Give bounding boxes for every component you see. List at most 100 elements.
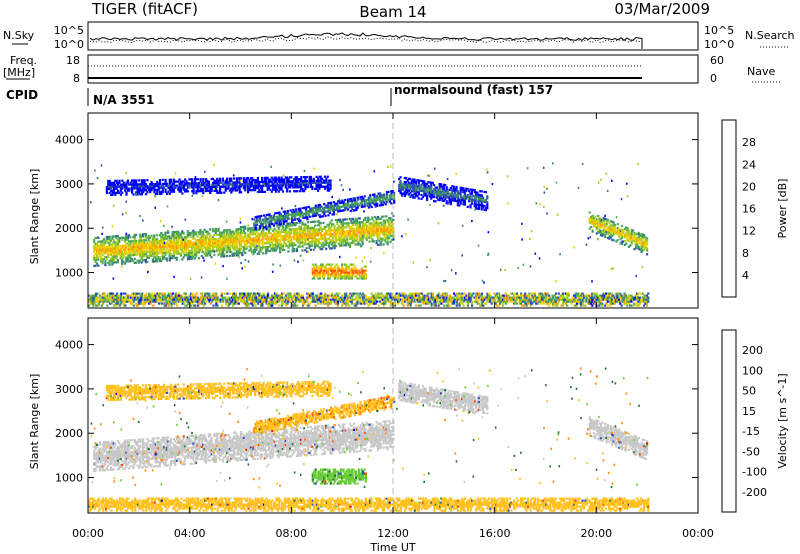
data-cell	[341, 201, 344, 204]
data-cell	[370, 201, 373, 205]
data-cell	[332, 229, 335, 232]
data-cell	[345, 267, 348, 270]
data-cell	[268, 213, 271, 216]
data-cell	[181, 246, 184, 249]
data-cell	[322, 298, 325, 301]
data-cell	[171, 235, 174, 238]
data-cell	[238, 234, 241, 237]
data-cell	[273, 249, 276, 252]
data-cell	[139, 296, 142, 299]
data-cell	[109, 243, 113, 246]
data-cell	[107, 300, 110, 303]
data-cell	[264, 300, 267, 303]
data-cell	[352, 199, 355, 202]
data-cell	[362, 226, 366, 230]
data-cell	[616, 233, 619, 236]
data-cell	[351, 205, 354, 208]
data-cell	[137, 191, 141, 194]
data-cell	[618, 233, 621, 236]
data-cell	[237, 181, 240, 184]
data-cell	[476, 207, 479, 210]
data-cell	[280, 298, 284, 301]
data-cell	[630, 240, 633, 244]
data-cell	[122, 292, 126, 295]
data-cell	[211, 246, 215, 249]
data-cell	[143, 294, 147, 297]
data-cell	[137, 261, 140, 264]
data-cell	[338, 202, 341, 205]
data-cell	[131, 292, 134, 295]
data-cell	[361, 233, 364, 236]
data-cell	[619, 232, 622, 235]
data-cell	[329, 185, 332, 188]
data-cell	[440, 185, 443, 188]
data-cell	[170, 190, 173, 193]
data-cell	[311, 179, 314, 183]
data-cell	[153, 292, 156, 295]
data-cell	[470, 202, 473, 205]
data-cell	[200, 234, 203, 238]
data-cell	[251, 243, 254, 246]
data-cell	[348, 233, 352, 237]
data-cell	[235, 181, 238, 184]
data-cell	[159, 292, 162, 295]
data-cell	[232, 252, 236, 255]
data-cell	[226, 296, 229, 299]
data-cell	[442, 199, 445, 202]
data-cell	[246, 239, 250, 242]
data-cell	[161, 255, 164, 258]
data-cell	[179, 236, 182, 239]
data-cell	[148, 302, 151, 305]
data-cell	[260, 230, 263, 233]
data-cell	[477, 207, 480, 210]
data-cell	[270, 180, 273, 183]
data-cell	[321, 300, 324, 303]
data-cell	[405, 183, 408, 186]
data-cell	[112, 235, 115, 238]
data-cell	[384, 203, 387, 206]
data-cell	[95, 254, 99, 257]
data-cell	[266, 248, 269, 251]
data-cell	[264, 220, 267, 223]
data-cell	[463, 201, 466, 204]
data-cell	[142, 235, 145, 238]
data-cell	[327, 225, 331, 228]
data-cell	[137, 247, 140, 250]
data-cell	[112, 251, 115, 254]
data-cell	[368, 218, 371, 221]
data-cell	[279, 221, 282, 224]
data-cell	[144, 235, 147, 238]
data-cell	[202, 184, 205, 187]
data-cell	[286, 296, 289, 299]
data-cell	[297, 213, 301, 216]
data-cell	[261, 218, 264, 221]
data-cell	[640, 246, 643, 250]
data-cell	[461, 198, 464, 202]
data-cell	[644, 238, 647, 241]
data-cell	[364, 222, 367, 225]
data-cell	[100, 258, 103, 261]
data-cell	[127, 294, 130, 297]
data-cell	[202, 300, 205, 303]
data-cell	[177, 242, 180, 245]
data-cell	[185, 252, 188, 255]
data-cell	[303, 302, 306, 305]
data-cell	[272, 247, 275, 250]
data-cell	[331, 294, 334, 297]
data-cell	[146, 242, 149, 246]
data-cell	[128, 260, 131, 263]
data-cell	[329, 235, 332, 238]
data-cell	[254, 189, 257, 192]
data-cell	[324, 267, 327, 270]
data-cell	[379, 237, 382, 240]
data-cell	[142, 187, 145, 190]
data-cell	[231, 240, 234, 243]
data-cell	[249, 227, 252, 230]
data-cell	[308, 302, 312, 305]
data-cell	[126, 238, 129, 241]
data-cell	[413, 192, 416, 195]
data-cell	[128, 187, 131, 190]
data-cell	[285, 302, 288, 305]
data-cell	[475, 203, 478, 206]
data-cell	[319, 242, 322, 245]
